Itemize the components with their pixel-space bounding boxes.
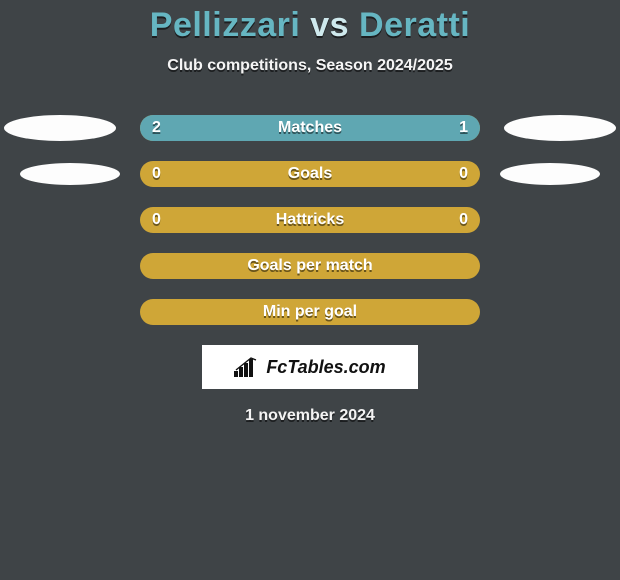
stat-fill-left [140, 115, 367, 141]
stat-row: Goals00 [0, 161, 620, 187]
stat-row: Min per goal [0, 299, 620, 325]
stat-rows: Matches21 Goals00 Hattricks00 Goals per mat… [0, 115, 620, 325]
avatar-right [504, 115, 616, 141]
stat-track [140, 161, 480, 187]
player1-name: Pellizzari [150, 6, 301, 44]
comparison-infographic: Pellizzari vs Deratti Club competitions,… [0, 0, 620, 580]
stat-track [140, 115, 480, 141]
stat-track [140, 299, 480, 325]
stat-track [140, 207, 480, 233]
bars-icon [234, 357, 260, 377]
footer-date: 1 november 2024 [0, 407, 620, 425]
avatar-left [20, 163, 120, 185]
stat-row: Goals per match [0, 253, 620, 279]
subtitle: Club competitions, Season 2024/2025 [0, 57, 620, 75]
source-badge: FcTables.com [202, 345, 418, 389]
stat-track [140, 253, 480, 279]
avatar-left [4, 115, 116, 141]
badge-text: FcTables.com [266, 357, 385, 378]
stat-row: Hattricks00 [0, 207, 620, 233]
vs-text: vs [310, 6, 349, 44]
avatar-right [500, 163, 600, 185]
player2-name: Deratti [359, 6, 470, 44]
stat-row: Matches21 [0, 115, 620, 141]
stat-fill-right [367, 115, 480, 141]
page-title: Pellizzari vs Deratti [0, 6, 620, 45]
